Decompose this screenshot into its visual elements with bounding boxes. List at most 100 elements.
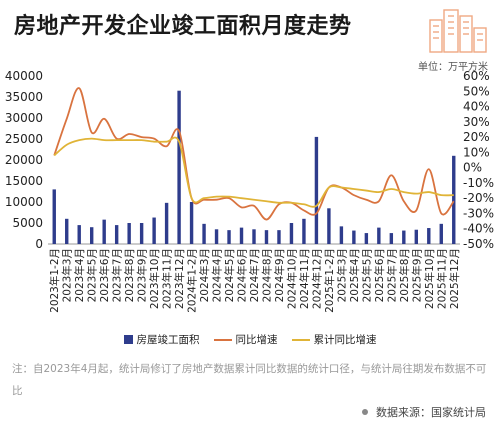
- x-tick-label: 2023年5月: [86, 248, 99, 302]
- bar: [89, 227, 94, 244]
- x-tick-label: 2025年4月: [348, 248, 361, 302]
- x-tick-label: 2024年5月: [223, 248, 236, 302]
- x-tick-label: 2024年11月: [298, 248, 311, 309]
- bar: [227, 230, 231, 244]
- y-right-tick-label: -30%: [463, 206, 494, 220]
- y-left-tick-label: 30000: [5, 111, 43, 125]
- legend-swatch-bar: [123, 335, 133, 344]
- footnote: 注：自2023年4月起，统计局修订了房地产数据累计同比数据的统计口径，与统计局往…: [12, 363, 487, 397]
- legend-item-bar: 房屋竣工面积: [123, 332, 200, 347]
- bar: [402, 230, 406, 244]
- y-right-tick-label: 60%: [463, 69, 490, 83]
- bullet-dot-icon: [362, 409, 368, 415]
- bar: [439, 223, 443, 244]
- x-tick-label: 2025年6月: [373, 248, 386, 302]
- bar: [264, 230, 269, 244]
- bar: [364, 233, 369, 244]
- x-tick-label: 2024年10月: [285, 248, 298, 309]
- source-label: 数据来源：国家统计局: [376, 406, 486, 419]
- unit-label: 单位：万平方米: [418, 62, 488, 73]
- data-source: 数据来源：国家统计局: [362, 404, 486, 420]
- legend-label-bar: 房屋竣工面积: [136, 334, 200, 346]
- y-left-tick-label: 25000: [5, 132, 43, 146]
- y-right-tick-label: -10%: [463, 176, 494, 190]
- y-right-tick-label: -20%: [463, 191, 494, 205]
- y-left-tick-label: 20000: [5, 153, 43, 167]
- x-tick-label: 2025年1-2月: [323, 248, 336, 313]
- y-left-tick-label: 15000: [5, 174, 43, 188]
- x-tick-label: 2023年9月: [136, 248, 149, 302]
- bar: [52, 189, 56, 244]
- legend-swatch-cum: [291, 338, 310, 341]
- bar: [252, 229, 256, 244]
- bar: [239, 227, 244, 244]
- bar: [289, 223, 294, 244]
- bar: [114, 225, 119, 244]
- chart-plot: 0 5000 10000 15000 20000 25000 30000 35000 40000…: [5, 69, 494, 313]
- y-right-tick-label: 20%: [463, 130, 490, 144]
- x-tick-label: 2023年12月: [173, 248, 186, 309]
- bar: [152, 217, 156, 244]
- x-tick-label: 2025年11月: [435, 248, 448, 309]
- bar: [414, 229, 419, 244]
- y-left-tick-label: 0: [35, 237, 43, 251]
- y-right-tick-label: -40%: [463, 222, 494, 236]
- bar: [314, 136, 319, 244]
- x-tick-label: 2024年1-2月: [186, 248, 199, 313]
- y-right-tick-label: 30%: [463, 115, 490, 129]
- y-right-tick-label: 50%: [463, 84, 490, 98]
- legend-label-cum: 累计同比增速: [313, 334, 377, 346]
- y-right-tick-label: 40%: [463, 100, 490, 114]
- bar: [77, 225, 81, 244]
- x-tick-label: 2023年6月: [98, 248, 111, 302]
- y-right-tick-label: -50%: [463, 237, 494, 251]
- y-left-tick-label: 10000: [5, 195, 43, 209]
- chart-legend: 房屋竣工面积 同比增速 累计同比增速: [0, 332, 500, 347]
- bar: [339, 226, 344, 244]
- x-tick-label: 2025年9月: [410, 248, 423, 302]
- y-right-tick-label: 0%: [463, 161, 482, 175]
- bar: [389, 233, 394, 244]
- chart-title: 房地产开发企业竣工面积月度走势: [14, 14, 352, 39]
- bar: [277, 230, 281, 244]
- legend-item-yoy: 同比增速: [213, 332, 278, 347]
- bar: [302, 218, 306, 244]
- x-tick-label: 2024年12月: [310, 248, 323, 309]
- bar: [377, 227, 381, 244]
- bar: [452, 155, 456, 244]
- x-tick-label: 2023年8月: [123, 248, 136, 302]
- x-tick-label: 2023年11月: [161, 248, 174, 309]
- bar: [327, 208, 331, 244]
- x-tick-label: 2024年7月: [248, 248, 261, 302]
- x-tick-label: 2023年7月: [111, 248, 124, 302]
- x-tick-label: 2023年4月: [73, 248, 86, 302]
- legend-item-cum: 累计同比增速: [291, 332, 377, 347]
- cumulative-growth-line: [53, 136, 454, 208]
- x-tick-label: 2024年9月: [273, 248, 286, 302]
- x-tick-label: 2025年3月: [335, 248, 348, 302]
- x-tick-label: 2024年6月: [236, 248, 249, 302]
- bar: [139, 223, 144, 244]
- legend-swatch-yoy: [213, 338, 232, 341]
- x-tick-label: 2025年12月: [448, 248, 461, 309]
- bar: [127, 223, 131, 244]
- bar: [189, 202, 194, 244]
- x-tick-label: 2025年7月: [385, 248, 398, 302]
- bar: [164, 202, 169, 244]
- bar: [202, 223, 206, 244]
- x-tick-label: 2024年8月: [260, 248, 273, 302]
- x-tick-label: 2024年4月: [211, 248, 224, 302]
- bar: [102, 219, 106, 244]
- x-tick-label: 2025年10月: [423, 248, 436, 309]
- legend-label-yoy: 同比增速: [235, 334, 278, 346]
- x-tick-label: 2023年10月: [148, 248, 161, 309]
- x-tick-label: 2024年3月: [198, 248, 211, 302]
- y-left-tick-label: 40000: [5, 69, 43, 83]
- bar: [177, 90, 181, 244]
- x-tick-label: 2023年3月: [61, 248, 74, 302]
- x-tick-label: 2025年5月: [360, 248, 373, 302]
- y-left-tick-label: 5000: [12, 216, 43, 230]
- bar: [352, 230, 356, 244]
- y-right-tick-label: 10%: [463, 145, 490, 159]
- building-logo-icon: [429, 9, 487, 53]
